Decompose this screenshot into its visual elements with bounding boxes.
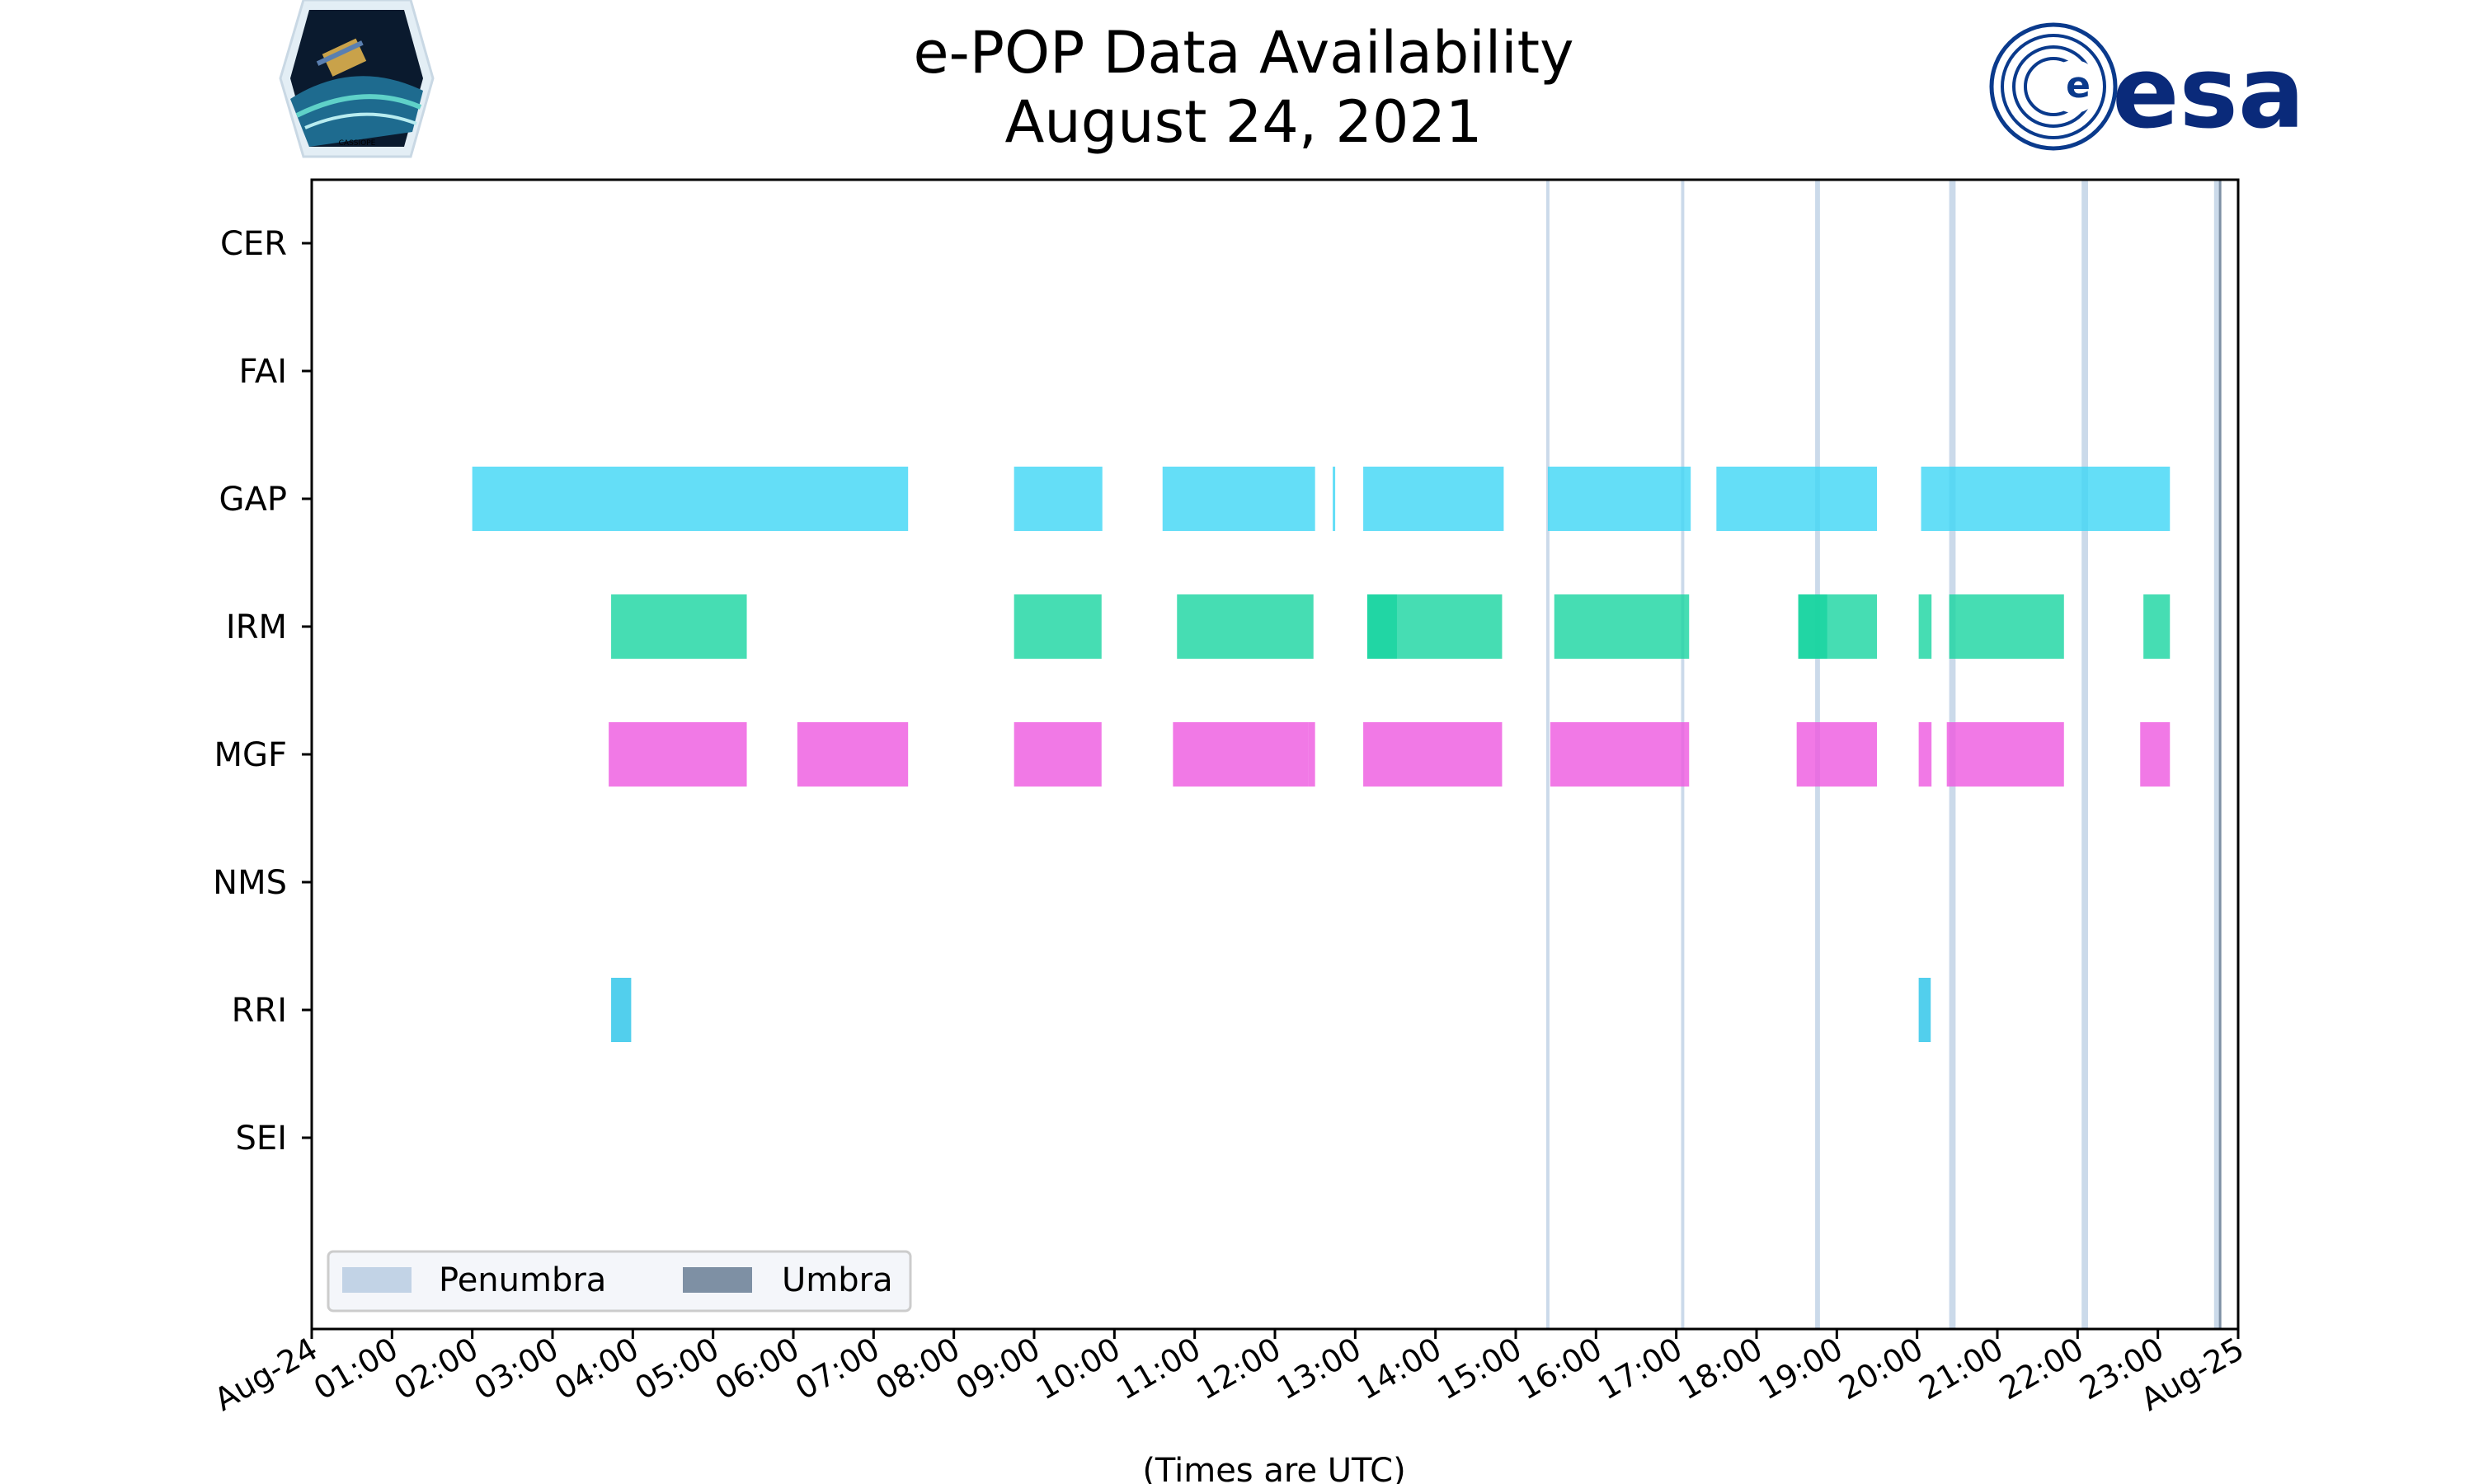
y-tick-label-mgf: MGF (214, 736, 287, 774)
x-tick-label: 04:00 (548, 1331, 645, 1407)
x-tick-label: 01:00 (308, 1331, 404, 1407)
x-tick-label: 10:00 (1030, 1331, 1126, 1407)
bar-gap (1162, 467, 1315, 531)
bar-gap (472, 467, 909, 531)
esa-logo: e esa (1989, 22, 2305, 151)
cassiope-logo: CASSIOPE (279, 0, 435, 158)
x-tick-label: 02:00 (388, 1331, 484, 1407)
x-tick-label: 14:00 (1351, 1331, 1447, 1407)
bar-irm (1798, 594, 1877, 659)
y-tick-label-gap: GAP (219, 481, 287, 519)
bar-irm (1366, 594, 1503, 659)
bar-gap (1716, 467, 1877, 531)
umbra-band (2218, 180, 2222, 1329)
bar-mgf (1308, 722, 1315, 787)
bar-irm (1949, 594, 2064, 659)
penumbra-band (2213, 180, 2221, 1329)
y-tick-label-irm: IRM (226, 608, 287, 646)
bar-mgf (1014, 722, 1102, 787)
y-tick-label-cer: CER (220, 225, 287, 263)
x-tick-label: 05:00 (628, 1331, 725, 1407)
legend: Penumbra Umbra (327, 1250, 912, 1313)
bar-gap (1014, 467, 1103, 531)
x-axis-label: (Times are UTC) (1142, 1452, 1405, 1484)
bar-mgf (1946, 722, 2064, 787)
bar-mgf (1173, 722, 1309, 787)
y-tick-label-nms: NMS (213, 864, 287, 902)
bar-mgf (1918, 722, 1932, 787)
x-tick-label: 06:00 (709, 1331, 806, 1407)
bar-mgf (797, 722, 909, 787)
bar-gap (1921, 467, 2171, 531)
y-tick-label-rri: RRI (232, 992, 287, 1030)
bar-irm (1918, 594, 1932, 659)
bar-irm (1554, 594, 1690, 659)
bar-irm (611, 594, 747, 659)
x-tick-label: 20:00 (1832, 1331, 1929, 1407)
penumbra-band (1545, 180, 1550, 1329)
x-axis: Aug-2401:0002:0003:0004:0005:0006:0007:0… (208, 1329, 2251, 1418)
x-tick-label: Aug-24 (208, 1331, 323, 1418)
y-tick-label-sei: SEI (236, 1120, 287, 1158)
x-tick-label: 03:00 (468, 1331, 565, 1407)
penumbra-band (2081, 180, 2088, 1329)
x-tick-label: 12:00 (1191, 1331, 1287, 1407)
x-tick-label: 22:00 (1993, 1331, 2090, 1407)
bars-layer (472, 467, 2171, 1042)
x-tick-label: 18:00 (1672, 1331, 1769, 1407)
bar-irm (1014, 594, 1102, 659)
bar-mgf (1796, 722, 1877, 787)
bar-mgf (2140, 722, 2171, 787)
legend-swatch-umbra (683, 1267, 752, 1293)
x-tick-label: 09:00 (950, 1331, 1047, 1407)
legend-label-penumbra: Penumbra (439, 1261, 606, 1299)
bar-gap (1547, 467, 1691, 531)
x-tick-label: 11:00 (1110, 1331, 1206, 1407)
svg-text:e: e (2066, 64, 2091, 106)
legend-label-umbra: Umbra (782, 1261, 893, 1299)
x-tick-label: 16:00 (1512, 1331, 1608, 1407)
legend-box (327, 1250, 912, 1313)
x-tick-label: 13:00 (1271, 1331, 1367, 1407)
bar-gap (1363, 467, 1504, 531)
mission-caption: CASSIOPE (339, 139, 376, 148)
bar-irm (1177, 594, 1314, 659)
x-tick-label: 08:00 (869, 1331, 966, 1407)
bar-rri (611, 978, 632, 1042)
chart-title-line1: e-POP Data Availability (913, 19, 1573, 87)
bar-mgf (1550, 722, 1690, 787)
x-tick-label: 21:00 (1913, 1331, 2010, 1407)
esa-wordmark: esa (2112, 36, 2305, 151)
bar-mgf (609, 722, 747, 787)
legend-swatch-penumbra (342, 1267, 412, 1293)
chart-title-line2: August 24, 2021 (1005, 88, 1483, 156)
x-tick-label: 17:00 (1592, 1331, 1688, 1407)
bar-gap (1333, 467, 1336, 531)
x-tick-label: 15:00 (1432, 1331, 1528, 1407)
y-tick-label-fai: FAI (239, 353, 288, 391)
y-axis: CER FAI GAP IRM MGF NMS RRI SEI (213, 225, 312, 1158)
x-tick-label: 07:00 (789, 1331, 886, 1407)
bar-rri (1918, 978, 1931, 1042)
bar-mgf (1363, 722, 1503, 787)
x-tick-label: 19:00 (1752, 1331, 1849, 1407)
bar-irm (2143, 594, 2171, 659)
